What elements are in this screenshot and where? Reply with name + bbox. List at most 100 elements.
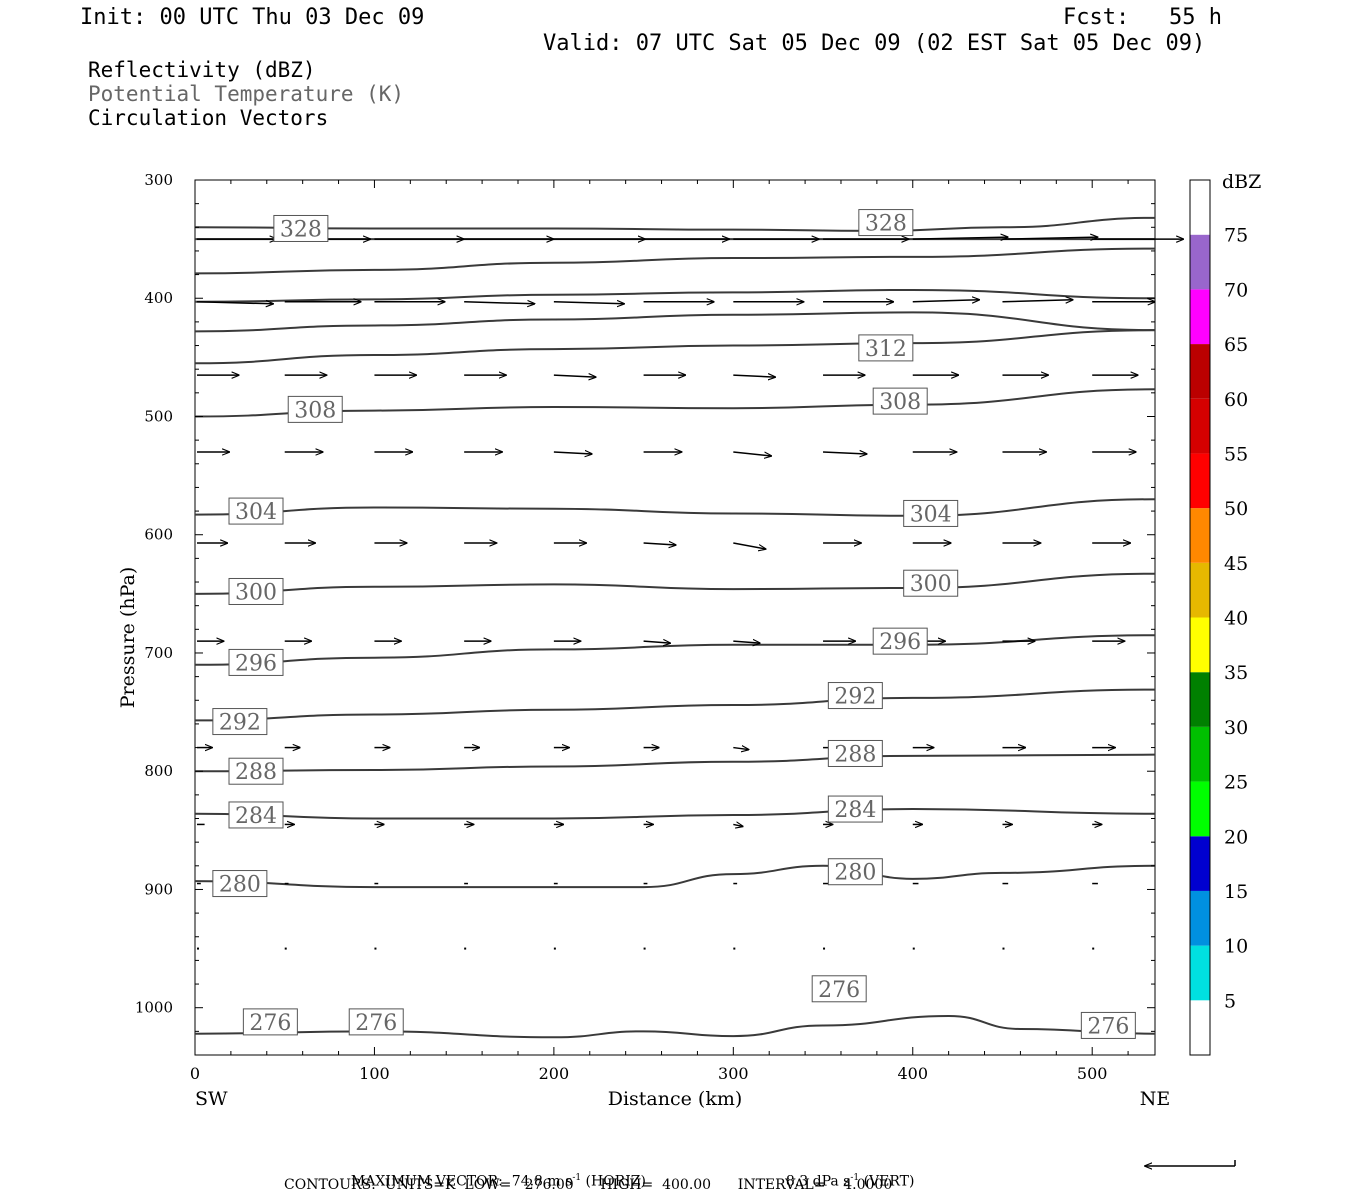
colorbar-tick-label: 70 [1224, 279, 1248, 301]
plot-border [194, 179, 1156, 1056]
vector-arrow [733, 451, 771, 456]
colorbar-tick-label: 30 [1224, 717, 1248, 739]
theta-contour-292 [194, 688, 1156, 722]
axes: 300 400 500 600 700 800 900 1000 0 100 200 300 400 50… [117, 171, 1170, 1110]
colorbar-segment [1190, 726, 1210, 782]
vector-arrow [733, 641, 760, 643]
y-tick-label: 1000 [135, 999, 173, 1017]
contour-label: 284 [235, 804, 277, 829]
contour-label: 296 [235, 651, 277, 676]
theta-contour-296 [194, 634, 1156, 666]
theta-contour-312 [194, 329, 1156, 365]
y-tick-label: 900 [144, 880, 173, 898]
y-tick-label: 400 [144, 289, 173, 307]
vector-arrow [733, 824, 743, 826]
contour-label: 288 [834, 742, 876, 767]
colorbar-tick-label: 15 [1224, 881, 1248, 903]
contour-label: 304 [910, 502, 952, 527]
valid-time: Valid: 07 UTC Sat 05 Dec 09 (02 EST Sat … [543, 31, 1206, 56]
contour-label-box [1080, 1011, 1136, 1039]
colorbar-segment [1190, 672, 1210, 727]
colorbar-tick-label: 10 [1224, 936, 1248, 958]
x-tick-label: 300 [718, 1064, 749, 1083]
contour-label: 280 [219, 873, 261, 898]
max-vector-vert-prefix: 8.3 dPa s [785, 1173, 851, 1190]
vector-arrow [643, 543, 676, 545]
contour-label: 300 [235, 580, 277, 605]
legend-reflectivity: Reflectivity (dBZ) [88, 58, 316, 82]
colorbar-segment [1190, 945, 1210, 1001]
y-tick-label: 600 [144, 526, 173, 544]
colorbar-tick-label: 65 [1224, 334, 1248, 356]
vector-arrow [912, 237, 1008, 239]
colorbar-segment [1190, 398, 1210, 454]
contour-label: 276 [355, 1011, 397, 1036]
max-vector-horiz: (HORIZ) [581, 1173, 646, 1190]
y-tick-label: 500 [144, 407, 173, 425]
reference-vector [1145, 1160, 1236, 1166]
colorbar-border [1189, 179, 1211, 1056]
x-end-label-left: SW [195, 1088, 228, 1110]
colorbar-segment [1190, 781, 1210, 837]
vector-arrow [1002, 237, 1097, 239]
x-axis-label: Distance (km) [608, 1088, 743, 1110]
x-tick-label: 500 [1077, 1064, 1108, 1083]
contour-label-box [827, 795, 883, 823]
colorbar-tick-label: 45 [1224, 553, 1248, 575]
vector-arrow [643, 641, 671, 643]
x-end-label-right: NE [1140, 1088, 1171, 1110]
contour-label-box [212, 870, 268, 898]
vector-arrow [733, 748, 748, 750]
theta-contour-288 [194, 753, 1156, 773]
colorbar-tick-label: 5 [1224, 990, 1236, 1012]
vector-arrow [464, 302, 534, 304]
contour-label: 300 [910, 572, 952, 597]
legend-vectors: Circulation Vectors [88, 106, 329, 130]
colorbar-segment [1190, 836, 1210, 891]
contour-label: 312 [865, 337, 907, 362]
x-tick-label: 200 [539, 1064, 570, 1083]
contour-label-box [903, 569, 959, 597]
contour-label-box [827, 682, 883, 710]
theta-contour-284 [194, 808, 1156, 820]
contour-label-box [827, 739, 883, 767]
colorbar-tick-label: 55 [1224, 443, 1248, 465]
theta-contour-276 [194, 1014, 1156, 1039]
contour-label-box [228, 801, 284, 829]
max-vector-line: MAXIMUM VECTOR: 74.8 m s-1 (HORIZ) [342, 1157, 646, 1190]
contour-label: 284 [834, 798, 876, 823]
colorbar-segment [1190, 180, 1210, 235]
colorbar-tick-label: 60 [1224, 389, 1248, 411]
contour-labels: 328 328 312 308 308 304 304 300 300 296 296 292 292 2… [212, 209, 1136, 1039]
theta-contours [194, 216, 1156, 1039]
max-vector-exp: -1 [572, 1173, 582, 1183]
vector-arrow [912, 300, 980, 302]
contour-label-box [348, 1008, 404, 1036]
vector-arrow [553, 452, 592, 454]
colorbar-segment [1190, 289, 1210, 345]
theta-contour-316 [194, 288, 1156, 303]
x-tick-label: 0 [190, 1064, 200, 1083]
colorbar-tick-label: 75 [1224, 225, 1248, 247]
colorbar-tick-label: 50 [1224, 498, 1248, 520]
contour-label-box [228, 497, 284, 525]
contour-label: 280 [834, 861, 876, 886]
legend-theta: Potential Temperature (K) [88, 82, 405, 106]
theta-contour-314 [194, 311, 1156, 333]
colorbar-segment [1190, 234, 1210, 290]
contour-label: 276 [818, 978, 860, 1003]
contour-label-box [228, 757, 284, 785]
contour-label: 304 [235, 500, 277, 525]
plot-frame [194, 179, 1156, 1056]
contour-label: 328 [865, 212, 907, 237]
contour-label-box [212, 708, 268, 736]
contour-label-box [858, 209, 914, 237]
contour-label: 276 [1087, 1014, 1129, 1039]
contour-label-box [228, 648, 284, 676]
contour-label: 288 [235, 760, 277, 785]
contour-label: 328 [280, 217, 322, 242]
colorbar-segment [1190, 344, 1210, 399]
vector-arrow [553, 375, 596, 377]
contour-label-box [811, 975, 867, 1003]
contour-label: 308 [879, 390, 921, 415]
